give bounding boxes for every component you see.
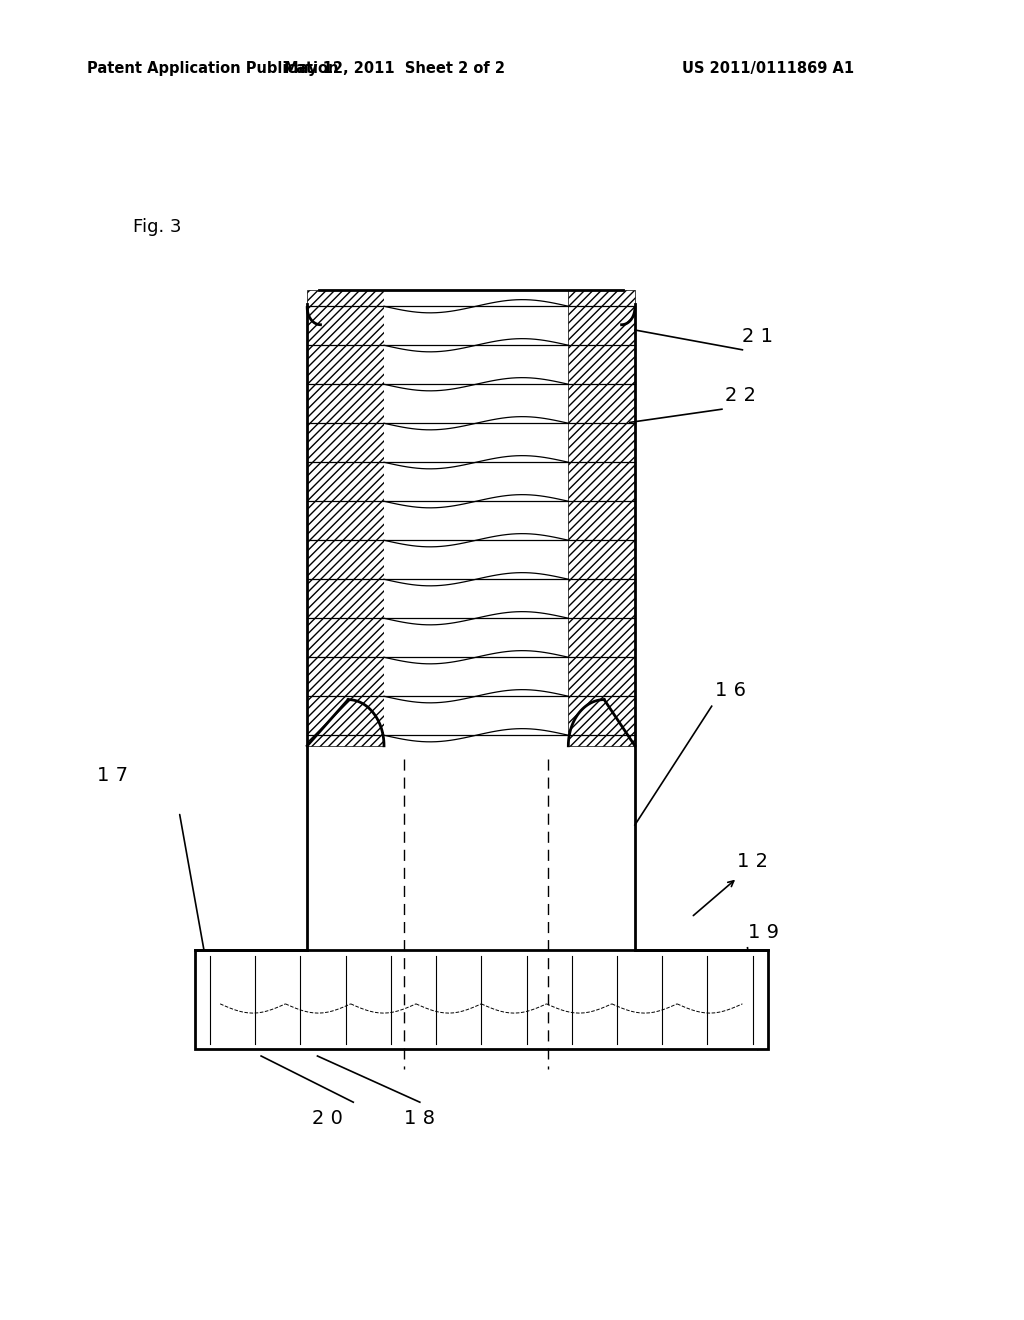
Text: 2 0: 2 0 bbox=[312, 1109, 343, 1127]
Bar bbox=[195, 950, 768, 1049]
Text: US 2011/0111869 A1: US 2011/0111869 A1 bbox=[682, 61, 854, 77]
Text: 1 8: 1 8 bbox=[404, 1109, 435, 1127]
Text: 1 2: 1 2 bbox=[737, 853, 768, 871]
Bar bbox=[568, 290, 635, 746]
Text: 1 9: 1 9 bbox=[748, 924, 778, 942]
Bar bbox=[384, 290, 568, 746]
Text: 1 7: 1 7 bbox=[97, 767, 128, 785]
Bar bbox=[307, 290, 384, 746]
Text: Patent Application Publication: Patent Application Publication bbox=[87, 61, 339, 77]
Text: 2 2: 2 2 bbox=[725, 387, 756, 405]
Text: May 12, 2011  Sheet 2 of 2: May 12, 2011 Sheet 2 of 2 bbox=[284, 61, 505, 77]
Text: 2 1: 2 1 bbox=[742, 327, 773, 346]
Text: Fig. 3: Fig. 3 bbox=[133, 218, 181, 236]
Text: 1 6: 1 6 bbox=[715, 681, 745, 700]
